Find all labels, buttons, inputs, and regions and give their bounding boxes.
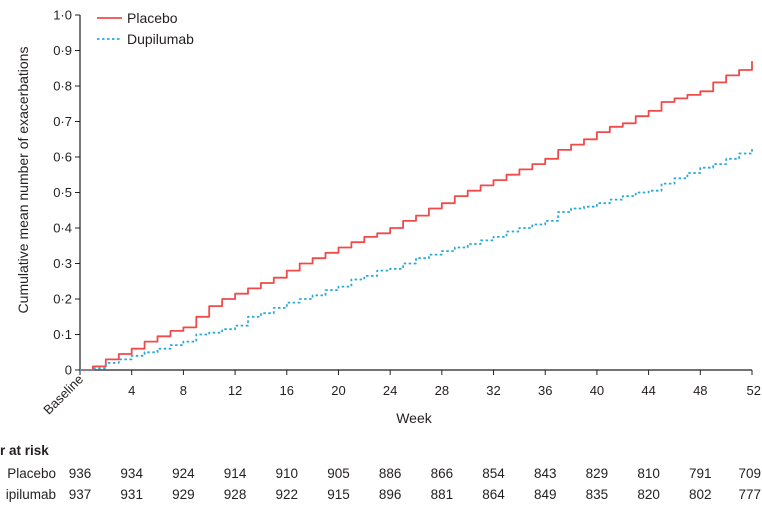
at-risk-value: 905 bbox=[327, 466, 350, 481]
legend-placebo-label: Placebo bbox=[127, 10, 178, 26]
at-risk-value: 922 bbox=[276, 487, 299, 502]
at-risk-value: 829 bbox=[586, 466, 609, 481]
at-risk-value: 843 bbox=[534, 466, 557, 481]
x-tick-label: 16 bbox=[280, 383, 294, 398]
y-tick-label: 0 bbox=[65, 363, 72, 378]
at-risk-value: 709 bbox=[738, 466, 761, 481]
at-risk-value: 931 bbox=[120, 487, 143, 502]
y-axis-label: Cumulative mean number of exacerbations bbox=[15, 47, 31, 314]
legend-dupilumab-label: Dupilumab bbox=[127, 31, 194, 47]
x-tick-label: 48 bbox=[693, 383, 707, 398]
at-risk-value: 866 bbox=[431, 466, 454, 481]
x-tick-label: 8 bbox=[180, 383, 187, 398]
at-risk-value: 791 bbox=[689, 466, 712, 481]
at-risk-header: r at risk bbox=[0, 443, 49, 458]
y-ticks: 0 0·1 0·2 0·3 0·4 0·5 0·6 0·7 0·8 0·9 1·0 bbox=[53, 8, 80, 378]
at-risk-value: 835 bbox=[586, 487, 609, 502]
at-risk-row-label: Placebo bbox=[7, 466, 56, 481]
at-risk-value: 810 bbox=[637, 466, 660, 481]
at-risk-value: 937 bbox=[69, 487, 92, 502]
at-risk-value: 924 bbox=[172, 466, 195, 481]
x-tick-label: 4 bbox=[128, 383, 135, 398]
at-risk-values: 936 934 924 914 910 905 886 866 854 843 829 810 791 7… bbox=[69, 466, 761, 502]
x-tick-label: 20 bbox=[331, 383, 345, 398]
series-line-placebo bbox=[80, 61, 753, 371]
x-tick-label: 52 bbox=[747, 383, 761, 398]
at-risk-value: 849 bbox=[534, 487, 557, 502]
y-tick-label: 0·1 bbox=[53, 327, 72, 342]
x-tick-label: 24 bbox=[383, 383, 397, 398]
at-risk-value: 886 bbox=[379, 466, 402, 481]
at-risk-value: 915 bbox=[327, 487, 350, 502]
series-lines bbox=[80, 61, 753, 371]
at-risk-value: 864 bbox=[482, 487, 505, 502]
at-risk-value: 929 bbox=[172, 487, 195, 502]
y-tick-label: 0·7 bbox=[53, 114, 72, 129]
x-tick-label: 28 bbox=[435, 383, 449, 398]
y-tick-label: 0·2 bbox=[53, 292, 72, 307]
y-tick-label: 1·0 bbox=[53, 8, 72, 23]
x-tick-label: 40 bbox=[590, 383, 604, 398]
y-tick-label: 0·5 bbox=[53, 185, 72, 200]
series-line-dupilumab bbox=[80, 148, 753, 371]
x-tick-label: 44 bbox=[641, 383, 655, 398]
x-axis-label: Week bbox=[396, 410, 433, 426]
at-risk-value: 934 bbox=[120, 466, 143, 481]
at-risk-row-label: ipilumab bbox=[6, 487, 56, 502]
at-risk-value: 914 bbox=[224, 466, 247, 481]
at-risk-value: 777 bbox=[738, 487, 761, 502]
y-tick-label: 0·8 bbox=[53, 79, 72, 94]
legend: Placebo Dupilumab bbox=[97, 10, 194, 47]
at-risk-value: 896 bbox=[379, 487, 402, 502]
y-tick-label: 0·4 bbox=[53, 221, 72, 236]
axes bbox=[79, 15, 752, 371]
at-risk-table: r at risk Placebo ipilumab 936 934 924 914 9… bbox=[0, 443, 761, 502]
y-tick-label: 0·3 bbox=[53, 256, 72, 271]
x-tick-label: 36 bbox=[538, 383, 552, 398]
at-risk-value: 802 bbox=[689, 487, 712, 502]
at-risk-value: 910 bbox=[276, 466, 299, 481]
at-risk-value: 936 bbox=[69, 466, 92, 481]
at-risk-value: 820 bbox=[637, 487, 660, 502]
y-tick-label: 0·6 bbox=[53, 150, 72, 165]
at-risk-value: 928 bbox=[224, 487, 247, 502]
x-tick-label: 32 bbox=[486, 383, 500, 398]
x-tick-label: 12 bbox=[228, 383, 242, 398]
at-risk-value: 854 bbox=[482, 466, 505, 481]
y-tick-label: 0·9 bbox=[53, 43, 72, 58]
x-tick-label: Baseline bbox=[40, 372, 86, 418]
at-risk-value: 881 bbox=[431, 487, 454, 502]
